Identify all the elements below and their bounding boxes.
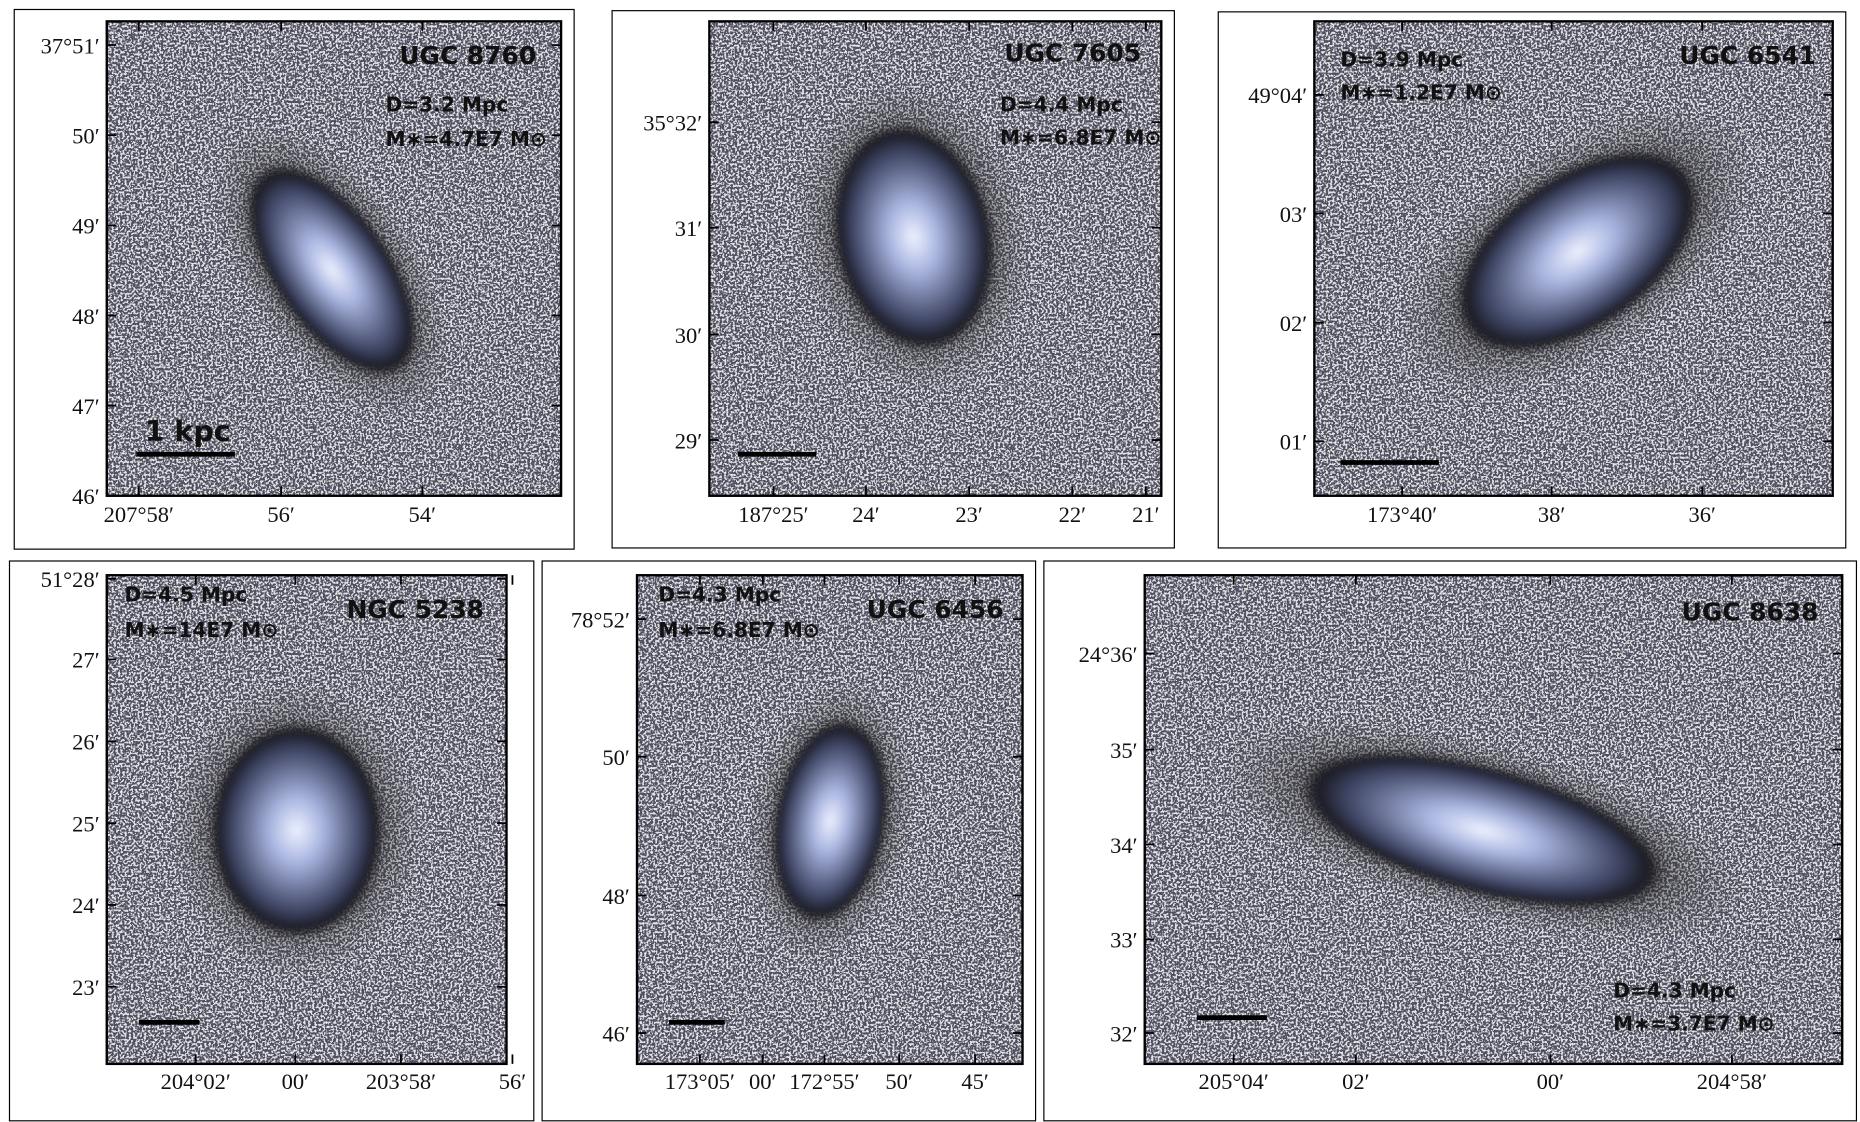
distance: D=4.3 Mpc (658, 582, 781, 606)
dec-tick-label: 46′ (602, 1021, 629, 1046)
dec-tick-label: 02′ (1280, 311, 1307, 336)
ra-tick-label: 22′ (1059, 502, 1086, 527)
stellar-mass: M∗=3.7E7 M⊙ (1613, 1012, 1774, 1036)
panel: 24°36′ 35′ 34′ 33′ 32′ 205°04′ 02′ 00′ 204°58′ UG… (1044, 561, 1857, 1121)
distance: D=3.2 Mpc (386, 92, 509, 116)
ra-tick-label: 207°58′ (104, 502, 174, 527)
ra-tick-label: 23′ (955, 502, 982, 527)
ra-tick-label: 38′ (1538, 502, 1565, 527)
dec-tick-label: 46′ (72, 484, 99, 509)
ra-tick-label: 204°02′ (161, 1069, 231, 1094)
ra-tick-label: 56′ (499, 1069, 526, 1094)
scale-label: 1 kpc (145, 415, 231, 448)
distance: D=4.4 Mpc (1000, 92, 1123, 116)
ra-tick-label: 00′ (282, 1069, 309, 1094)
dec-tick-label: 31′ (675, 216, 702, 241)
dec-tick-label: 35°32′ (643, 110, 702, 135)
dec-tick-label: 27′ (72, 648, 99, 673)
panel: 37°51′ 50′ 49′ 48′ 47′ 46′207°58′ 56′ 54′ UGC 87… (14, 9, 574, 549)
ra-tick-label: 56′ (267, 502, 294, 527)
dec-tick-label: 30′ (675, 323, 702, 348)
ra-tick-label: 173°05′ (665, 1069, 735, 1094)
dec-tick-label: 47′ (72, 394, 99, 419)
dec-tick-label: 78°52′ (571, 607, 630, 632)
dec-tick-label: 37°51′ (41, 33, 100, 58)
galaxy-image (107, 575, 507, 1064)
distance: D=3.9 Mpc (1340, 47, 1463, 71)
galaxy-image (1145, 575, 1843, 1064)
ra-tick-label: 36′ (1689, 502, 1716, 527)
ra-tick-label: 45′ (961, 1069, 988, 1094)
dec-tick-label: 24′ (72, 893, 99, 918)
dec-tick-label: 49°04′ (1248, 83, 1307, 108)
stellar-mass: M∗=1.2E7 M⊙ (1340, 81, 1501, 105)
galaxy-image (637, 575, 1023, 1064)
dec-tick-label: 23′ (72, 975, 99, 1000)
distance: D=4.3 Mpc (1613, 978, 1736, 1002)
dec-tick-label: 49′ (72, 214, 99, 239)
dec-tick-label: 24°36′ (1079, 642, 1138, 667)
ra-tick-label: 24′ (852, 502, 879, 527)
dec-tick-label: 29′ (675, 428, 702, 453)
ra-tick-label: 187°25′ (738, 502, 808, 527)
ra-tick-label: 173°40′ (1367, 502, 1437, 527)
galaxy-name: NGC 5238 (346, 595, 483, 624)
page: {"panels": [ {"name": "UGC 8760", "dista… (0, 0, 1860, 1122)
ra-tick-label: 54′ (409, 502, 436, 527)
galaxy-name: UGC 8638 (1682, 597, 1819, 626)
dec-tick-label: 35′ (1110, 738, 1137, 763)
dec-tick-label: 32′ (1110, 1021, 1137, 1046)
dec-tick-label: 50′ (72, 124, 99, 149)
ra-tick-label: 205°04′ (1199, 1069, 1269, 1094)
dec-tick-label: 51°28′ (41, 567, 100, 592)
galaxy-name: UGC 7605 (1004, 39, 1141, 68)
dec-tick-label: 34′ (1110, 833, 1137, 858)
ra-tick-label: 00′ (749, 1069, 776, 1094)
ra-tick-label: 204°58′ (1697, 1069, 1767, 1094)
dec-tick-label: 50′ (602, 745, 629, 770)
panel: 49°04′ 03′ 02′ 01′ 173°40′ 38′ 36′ UGC 6541 D=3.… (1218, 12, 1846, 548)
galaxy-name: UGC 8760 (399, 41, 536, 70)
panel: 78°52′ 50′ 48′ 46′ 173°05′ 00′ 172°55′ 50′ 45′ UG… (542, 561, 1035, 1121)
galaxy (209, 721, 385, 939)
ra-tick-label: 203°58′ (366, 1069, 436, 1094)
dec-tick-label: 48′ (602, 884, 629, 909)
galaxy-name: UGC 6456 (867, 595, 1004, 624)
stellar-mass: M∗=14E7 M⊙ (125, 618, 279, 642)
dec-tick-label: 26′ (72, 730, 99, 755)
galaxy-name: UGC 6541 (1679, 41, 1816, 70)
stellar-mass: M∗=6.8E7 M⊙ (658, 618, 819, 642)
dec-tick-label: 25′ (72, 811, 99, 836)
stellar-mass: M∗=4.7E7 M⊙ (386, 127, 547, 151)
ra-tick-label: 50′ (885, 1069, 912, 1094)
ra-tick-label: 02′ (1342, 1069, 1369, 1094)
distance: D=4.5 Mpc (125, 582, 248, 606)
ra-tick-label: 172°55′ (789, 1069, 859, 1094)
dec-tick-label: 33′ (1110, 928, 1137, 953)
dec-tick-label: 03′ (1280, 202, 1307, 227)
stellar-mass: M∗=6.8E7 M⊙ (1000, 126, 1161, 150)
panel: 51°28′ 27′ 26′ 25′ 24′ 23′ 204°02′ 00′ 203°58′ 56… (9, 561, 533, 1121)
figure: 37°51′50′49′48′47′46′207°58′56′54′UGC 87… (0, 0, 1860, 1122)
dec-tick-label: 48′ (72, 304, 99, 329)
ra-tick-label: 00′ (1537, 1069, 1564, 1094)
ra-tick-label: 21′ (1132, 502, 1159, 527)
dec-tick-label: 01′ (1280, 430, 1307, 455)
panel: 35°32′ 31′ 30′ 29′ 187°25′ 24′ 23′ 22′ 21′ UGC 76… (612, 11, 1174, 548)
